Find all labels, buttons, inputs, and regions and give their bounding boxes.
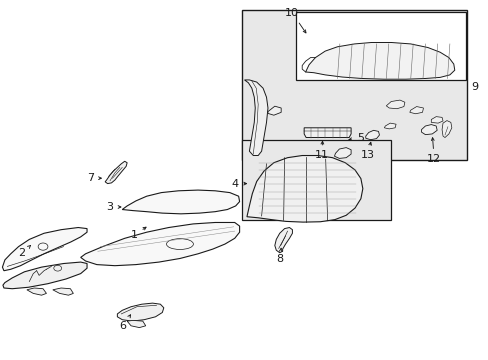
Polygon shape — [2, 228, 87, 271]
Text: 7: 7 — [86, 173, 101, 183]
Polygon shape — [441, 121, 451, 138]
Text: 6: 6 — [120, 315, 130, 331]
Polygon shape — [105, 161, 127, 184]
Polygon shape — [246, 156, 362, 222]
Text: 10: 10 — [285, 8, 305, 33]
Polygon shape — [267, 106, 281, 115]
Polygon shape — [409, 107, 423, 114]
Bar — [242, 10, 466, 160]
Polygon shape — [127, 320, 145, 328]
Polygon shape — [421, 125, 436, 135]
Text: 9: 9 — [470, 82, 477, 92]
Bar — [295, 12, 465, 80]
Polygon shape — [430, 117, 442, 123]
Polygon shape — [244, 80, 267, 156]
Polygon shape — [117, 303, 163, 321]
Bar — [195, 200, 205, 207]
Text: 12: 12 — [427, 138, 440, 164]
Text: 1: 1 — [131, 227, 146, 240]
Text: 8: 8 — [276, 248, 283, 264]
Polygon shape — [384, 123, 395, 129]
Text: 11: 11 — [314, 141, 328, 161]
Polygon shape — [27, 288, 46, 295]
Polygon shape — [365, 130, 379, 140]
Polygon shape — [3, 262, 87, 289]
Bar — [242, 140, 390, 220]
Polygon shape — [53, 288, 73, 295]
Text: 3: 3 — [106, 202, 121, 212]
Text: 2: 2 — [18, 246, 30, 258]
Polygon shape — [122, 190, 239, 214]
Polygon shape — [81, 222, 239, 266]
Polygon shape — [334, 148, 350, 158]
Text: 5: 5 — [348, 132, 363, 143]
Text: 13: 13 — [360, 142, 374, 161]
Bar — [165, 202, 177, 210]
Polygon shape — [386, 100, 404, 109]
Ellipse shape — [166, 239, 193, 249]
Polygon shape — [305, 42, 454, 79]
Text: 4: 4 — [231, 179, 246, 189]
Polygon shape — [274, 228, 292, 253]
Polygon shape — [304, 128, 350, 138]
